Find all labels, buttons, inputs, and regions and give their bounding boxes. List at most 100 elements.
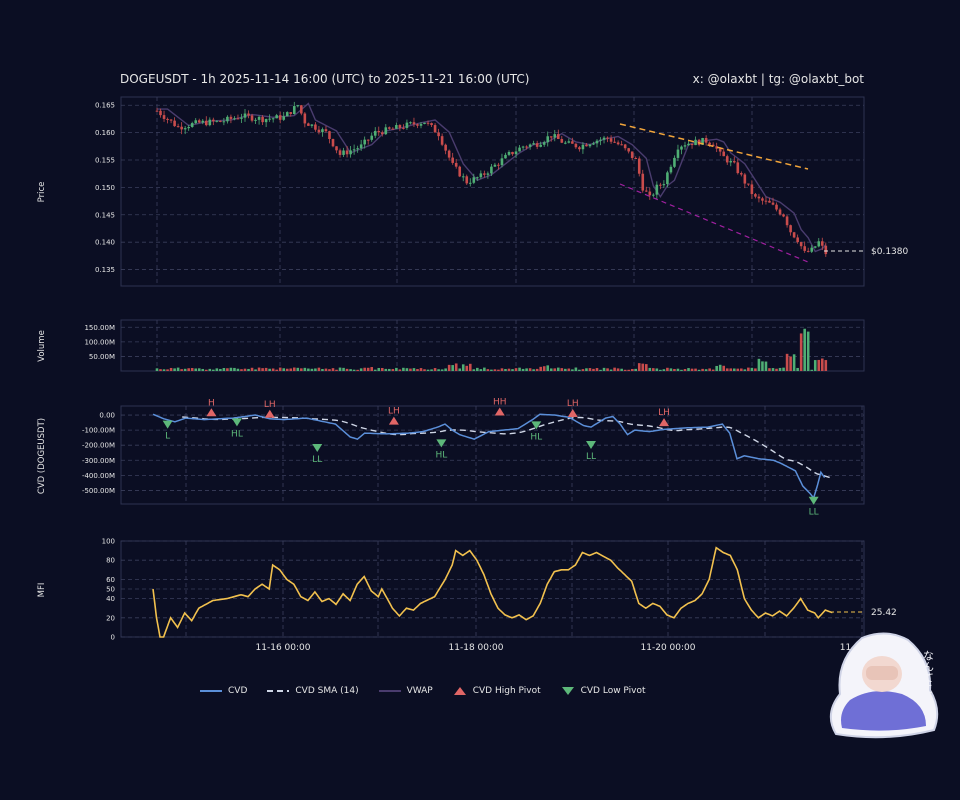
candle-body xyxy=(687,143,690,146)
resistance-trendline xyxy=(619,123,809,170)
volume-bar xyxy=(613,367,616,371)
candle-body xyxy=(662,184,666,186)
y-tick-label: 0 xyxy=(111,634,115,642)
x-tick-label: 11-16 00:00 xyxy=(256,643,311,653)
volume-bar xyxy=(820,358,824,371)
candle-body xyxy=(292,106,296,114)
volume-bar xyxy=(405,368,409,371)
candle-body xyxy=(521,146,525,148)
volume-bar xyxy=(817,359,821,371)
volume-bar xyxy=(465,365,469,371)
candle-body xyxy=(715,146,718,149)
candle-body xyxy=(212,119,215,122)
y-tick-label: 0.00 xyxy=(99,412,115,420)
y-tick-label: 80 xyxy=(106,557,115,565)
volume-bar xyxy=(648,367,652,371)
y-tick-label: 100.00M xyxy=(84,338,115,346)
volume-bar xyxy=(472,369,476,371)
volume-bar xyxy=(416,369,419,371)
support-trendline xyxy=(619,183,809,263)
volume-bar xyxy=(641,363,645,371)
volume-bar xyxy=(458,368,462,371)
volume-bar xyxy=(666,367,669,371)
candle-body xyxy=(729,161,733,163)
candle-body xyxy=(525,146,528,148)
candle-body xyxy=(673,157,676,167)
candle-body xyxy=(493,164,497,167)
candle-body xyxy=(166,118,169,120)
volume-bar xyxy=(250,367,254,371)
legend-item-low-pivot: CVD Low Pivot xyxy=(561,686,646,696)
pivot-label: LH xyxy=(264,400,276,410)
candle-body xyxy=(796,237,799,243)
volume-bar xyxy=(363,367,366,371)
candle-body xyxy=(380,132,384,135)
volume-bar xyxy=(377,367,381,371)
candle-body xyxy=(416,124,419,126)
volume-bar xyxy=(303,367,307,371)
volume-bar xyxy=(219,368,222,371)
candle-body xyxy=(345,150,349,155)
gridlines xyxy=(121,97,864,638)
candle-body xyxy=(402,127,405,129)
candle-body xyxy=(616,142,620,145)
volume-bar xyxy=(173,368,176,371)
legend-item-cvd-sma: CVD SMA (14) xyxy=(267,686,359,696)
volume-bar xyxy=(373,369,377,371)
candle-body xyxy=(423,122,426,124)
volume-bar xyxy=(169,367,173,371)
pivot-label: LL xyxy=(312,455,322,465)
volume-bar xyxy=(609,369,613,371)
candle-body xyxy=(300,105,303,114)
pivot-label: HL xyxy=(530,432,542,442)
candle-body xyxy=(620,144,623,146)
mfi-last-label: 25.42 xyxy=(871,608,897,618)
candle-body xyxy=(659,184,662,186)
volume-bar xyxy=(162,369,166,371)
pivot-label: HL xyxy=(435,450,447,460)
candle-body xyxy=(194,120,198,124)
candle-body xyxy=(377,130,381,133)
pivot-label: LH xyxy=(658,408,670,418)
volume-bar xyxy=(539,366,542,371)
candle-body xyxy=(328,131,331,140)
candle-body xyxy=(219,120,222,122)
volume-bar xyxy=(623,369,627,371)
candle-body xyxy=(553,134,557,138)
pivot-low-marker xyxy=(808,496,819,505)
volume-bar xyxy=(300,368,303,371)
candle-body xyxy=(430,123,433,126)
candle-body xyxy=(271,118,275,120)
volume-bar xyxy=(796,367,799,371)
candle-body xyxy=(176,126,180,128)
volume-bar xyxy=(166,369,169,371)
volume-bar xyxy=(553,368,557,371)
price-panel xyxy=(120,96,865,287)
candle-body xyxy=(806,250,810,252)
volume-bar xyxy=(292,367,296,371)
volume-bar xyxy=(764,361,768,371)
volume-bar xyxy=(328,369,331,371)
volume-bar xyxy=(412,368,416,371)
candle-body xyxy=(546,136,550,143)
candle-body xyxy=(384,127,388,135)
volume-bar xyxy=(511,369,514,371)
candle-body xyxy=(215,120,219,122)
candle-body xyxy=(169,119,173,121)
candle-body xyxy=(764,200,768,202)
candle-body xyxy=(307,123,310,126)
candle-body xyxy=(740,173,743,175)
volume-bar xyxy=(768,368,771,371)
candle-body xyxy=(433,125,437,133)
volume-bar xyxy=(268,368,271,371)
volume-bar xyxy=(799,333,803,371)
volume-bar xyxy=(222,367,226,371)
candle-body xyxy=(768,200,771,203)
candle-body xyxy=(314,124,317,130)
volume-bar xyxy=(585,368,588,371)
candle-body xyxy=(535,143,539,147)
volume-bar xyxy=(507,368,511,371)
pivot-high-marker xyxy=(494,407,505,416)
candle-body xyxy=(627,148,630,152)
volume-bar xyxy=(715,365,718,371)
